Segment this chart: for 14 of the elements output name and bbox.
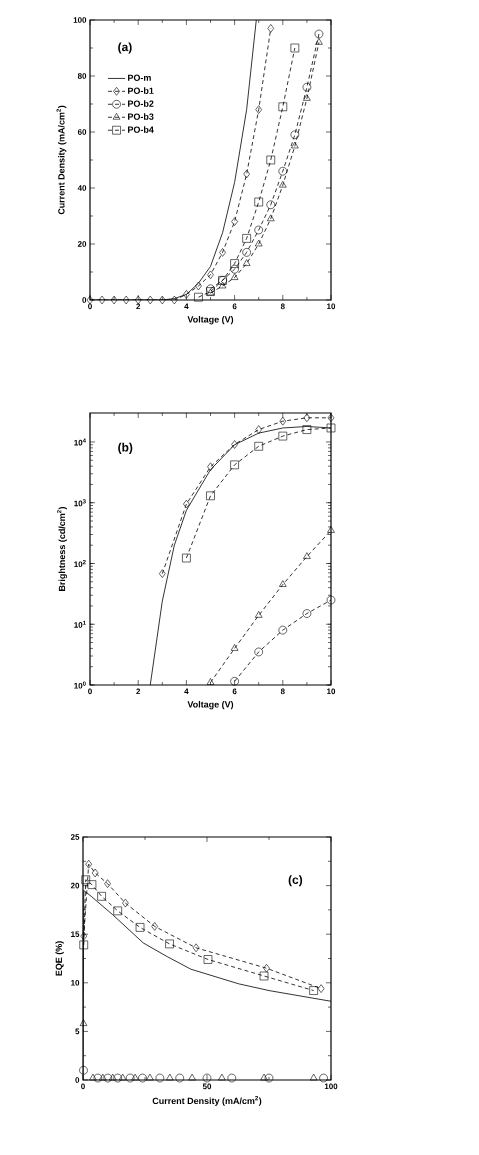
- annotation: (c): [288, 875, 303, 887]
- x-axis-title: Voltage (V): [187, 700, 234, 710]
- legend-label: PO-b4: [128, 126, 154, 133]
- legend-label: PO-b3: [128, 113, 154, 120]
- y-axis-title: EQE (%): [55, 941, 64, 976]
- annotation: (a): [118, 42, 132, 54]
- legend-label: PO-b1: [128, 87, 154, 94]
- x-axis-title: Current Density (mA/cm$^{2}$): [152, 1096, 262, 1106]
- legend-label: PO-m: [128, 74, 151, 81]
- x-axis-title: Voltage (V): [187, 315, 234, 325]
- annotation: (b): [118, 442, 133, 454]
- y-axis-title: Brightness (cd/cm$^{2}$): [57, 506, 67, 591]
- y-axis-title: Current Density (mA/cm$^{2}$): [56, 105, 67, 215]
- legend-label: PO-b2: [128, 100, 154, 107]
